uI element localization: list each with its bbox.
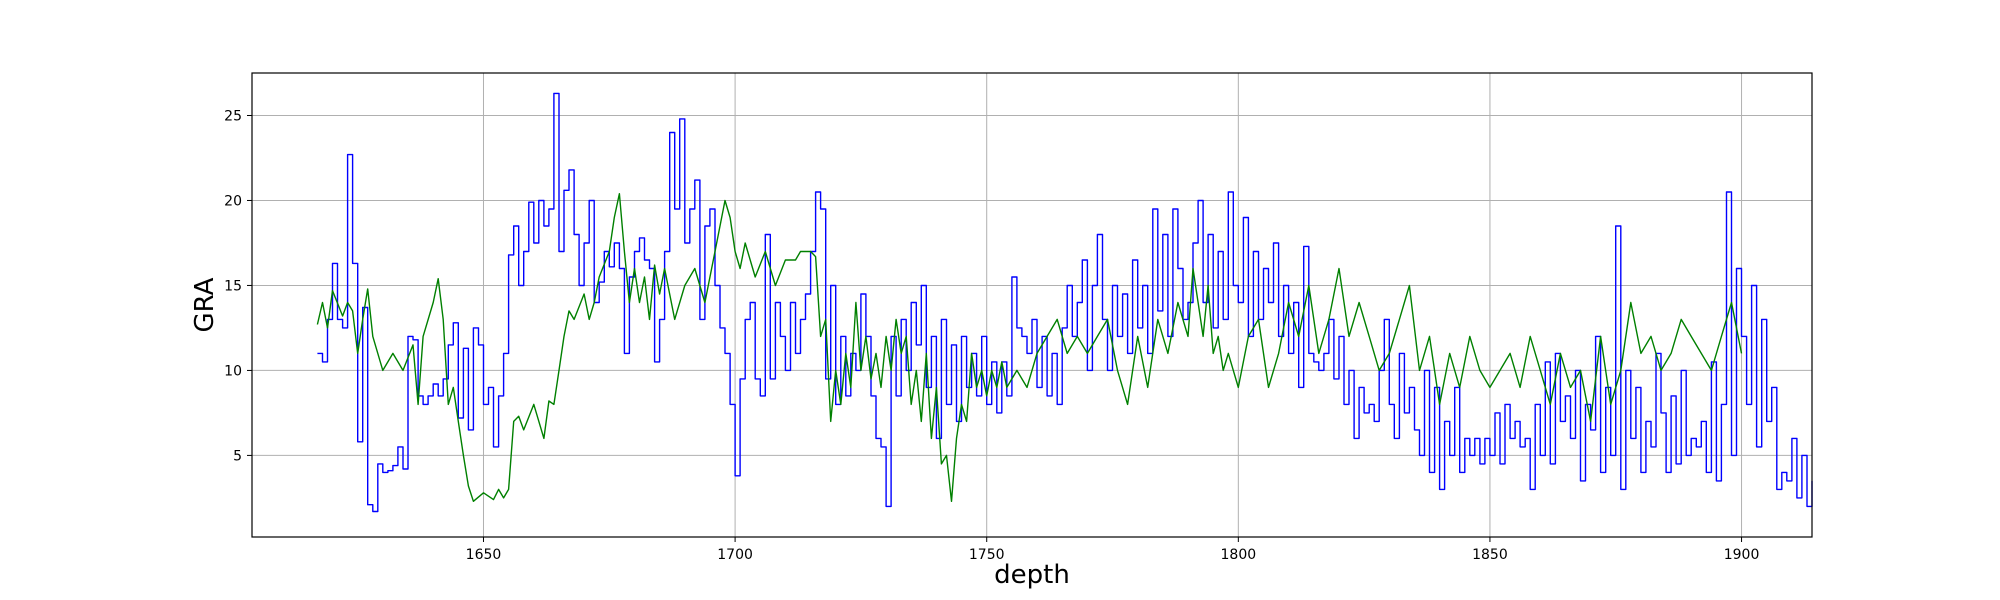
x-tick-label: 1900	[1724, 547, 1760, 563]
series-line-2	[316, 193, 1743, 502]
x-tick-label: 1850	[1472, 547, 1508, 563]
y-tick-label: 20	[224, 193, 242, 209]
y-axis-title: GRA	[190, 277, 220, 332]
x-tick-label: 1800	[1221, 547, 1257, 563]
x-tick-label: 1750	[969, 547, 1005, 563]
series-layer	[316, 92, 1813, 513]
ticks: 1650 1700 1750 1800 1850 1900 5 10 15 20 25	[224, 108, 1759, 563]
series-line-1	[317, 92, 1813, 513]
y-tick-label: 5	[233, 448, 242, 464]
y-tick-label: 25	[224, 108, 242, 124]
y-tick-label: 10	[224, 363, 242, 379]
plot-frame	[251, 72, 1813, 538]
x-tick-label: 1700	[717, 547, 753, 563]
x-tick-label: 1650	[466, 547, 502, 563]
y-tick-label: 15	[224, 278, 242, 294]
x-axis-title: depth	[994, 560, 1070, 590]
